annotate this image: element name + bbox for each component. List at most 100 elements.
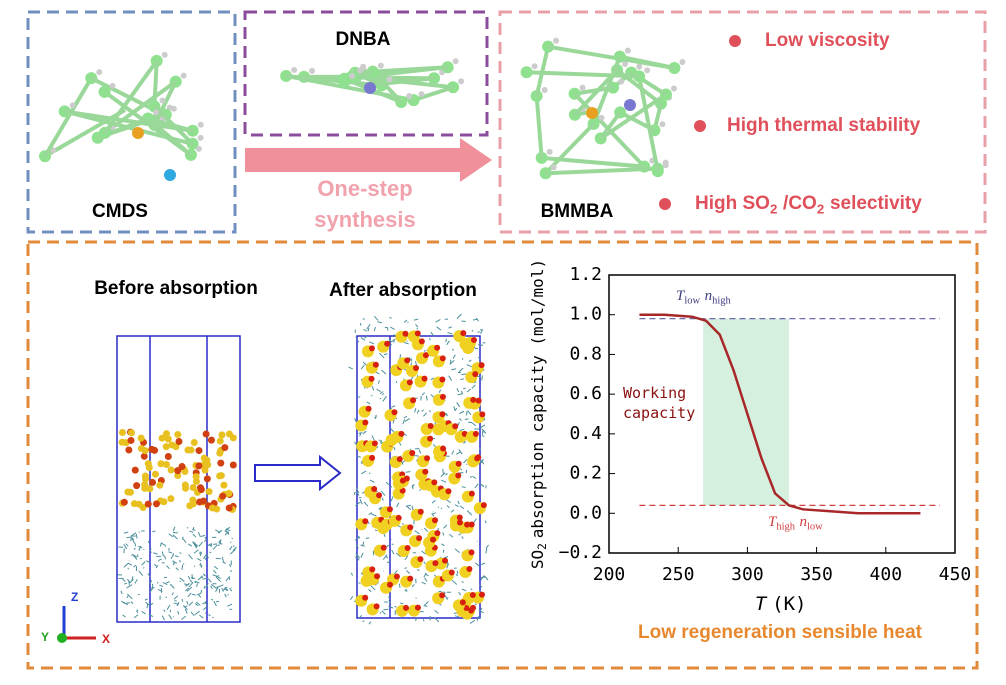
chain bbox=[224, 593, 227, 598]
chain bbox=[126, 536, 132, 539]
chain bbox=[454, 407, 458, 412]
chain bbox=[141, 561, 146, 566]
atom bbox=[308, 67, 315, 74]
chain bbox=[386, 544, 390, 548]
atom bbox=[132, 127, 144, 139]
chain bbox=[395, 380, 398, 384]
text-run: capacity bbox=[623, 404, 695, 422]
text-run: absorption capacity (mol/mol) bbox=[528, 259, 547, 538]
particle bbox=[374, 573, 381, 580]
chain bbox=[187, 592, 192, 598]
atom bbox=[452, 58, 459, 65]
bond bbox=[545, 166, 658, 176]
particle bbox=[162, 430, 170, 438]
text-run: n bbox=[705, 288, 713, 304]
particle bbox=[372, 361, 379, 368]
chain bbox=[377, 321, 383, 324]
chain bbox=[146, 560, 151, 564]
chain bbox=[130, 532, 137, 537]
chain bbox=[202, 553, 208, 559]
chain bbox=[472, 475, 477, 479]
bond bbox=[412, 85, 454, 103]
particle bbox=[118, 428, 126, 436]
chain bbox=[131, 576, 134, 581]
chain bbox=[199, 551, 201, 554]
x-tick-label: 450 bbox=[939, 564, 972, 585]
chain bbox=[448, 326, 453, 329]
chain bbox=[229, 563, 232, 568]
chain bbox=[445, 473, 448, 476]
chain bbox=[473, 518, 477, 523]
chain bbox=[159, 584, 164, 587]
chain bbox=[188, 554, 193, 560]
chain bbox=[181, 564, 184, 570]
chain bbox=[197, 558, 202, 562]
chain bbox=[404, 418, 411, 422]
chain bbox=[379, 612, 382, 614]
chain bbox=[367, 327, 370, 332]
particle bbox=[478, 591, 485, 598]
chain bbox=[398, 583, 401, 588]
chain bbox=[135, 533, 138, 539]
chain bbox=[403, 341, 409, 345]
chain bbox=[388, 338, 392, 343]
chain bbox=[139, 557, 143, 560]
particle bbox=[448, 569, 455, 576]
particle bbox=[386, 506, 393, 513]
chain bbox=[147, 573, 151, 578]
atom bbox=[98, 85, 111, 98]
chain bbox=[181, 598, 184, 602]
chain bbox=[158, 558, 162, 561]
atom bbox=[69, 102, 76, 109]
chain bbox=[403, 319, 408, 324]
chain bbox=[179, 577, 185, 582]
particle bbox=[427, 423, 434, 430]
particle bbox=[439, 355, 446, 362]
particle bbox=[203, 456, 211, 464]
chain bbox=[466, 388, 471, 393]
chain bbox=[395, 552, 401, 557]
chain bbox=[434, 609, 439, 614]
chain bbox=[215, 586, 219, 592]
bond bbox=[619, 54, 675, 70]
chain bbox=[450, 509, 455, 513]
chain bbox=[389, 317, 392, 319]
atom bbox=[520, 66, 533, 79]
chain bbox=[223, 586, 228, 591]
chain bbox=[431, 500, 436, 504]
chain bbox=[118, 546, 124, 548]
chain bbox=[369, 341, 375, 345]
chain bbox=[221, 556, 224, 562]
atom bbox=[586, 107, 598, 119]
footer-label: Low regeneration sensible heat bbox=[638, 622, 923, 643]
particle bbox=[217, 459, 225, 467]
bond bbox=[43, 77, 93, 158]
chain bbox=[421, 409, 425, 412]
chain bbox=[449, 360, 455, 365]
particle bbox=[151, 470, 159, 478]
chain bbox=[156, 581, 159, 584]
chain bbox=[149, 602, 154, 606]
chain bbox=[153, 552, 158, 555]
arrow-label: synthesis bbox=[314, 207, 416, 232]
rich-text: High thermal stability bbox=[727, 115, 921, 136]
chain bbox=[197, 575, 203, 581]
particle bbox=[427, 435, 434, 442]
chain bbox=[415, 361, 417, 366]
data-line bbox=[639, 313, 921, 515]
atom bbox=[679, 59, 686, 66]
chain bbox=[475, 317, 480, 322]
chain bbox=[466, 463, 468, 465]
particle bbox=[207, 436, 215, 444]
chain bbox=[358, 556, 360, 561]
chain bbox=[215, 529, 220, 533]
chain bbox=[473, 381, 477, 384]
particle bbox=[472, 430, 479, 437]
chain bbox=[389, 486, 393, 488]
chain bbox=[360, 337, 366, 341]
particle bbox=[168, 441, 176, 449]
chain bbox=[405, 504, 411, 507]
chain bbox=[122, 614, 126, 618]
text-run: T bbox=[755, 593, 768, 615]
bullet bbox=[659, 198, 671, 210]
